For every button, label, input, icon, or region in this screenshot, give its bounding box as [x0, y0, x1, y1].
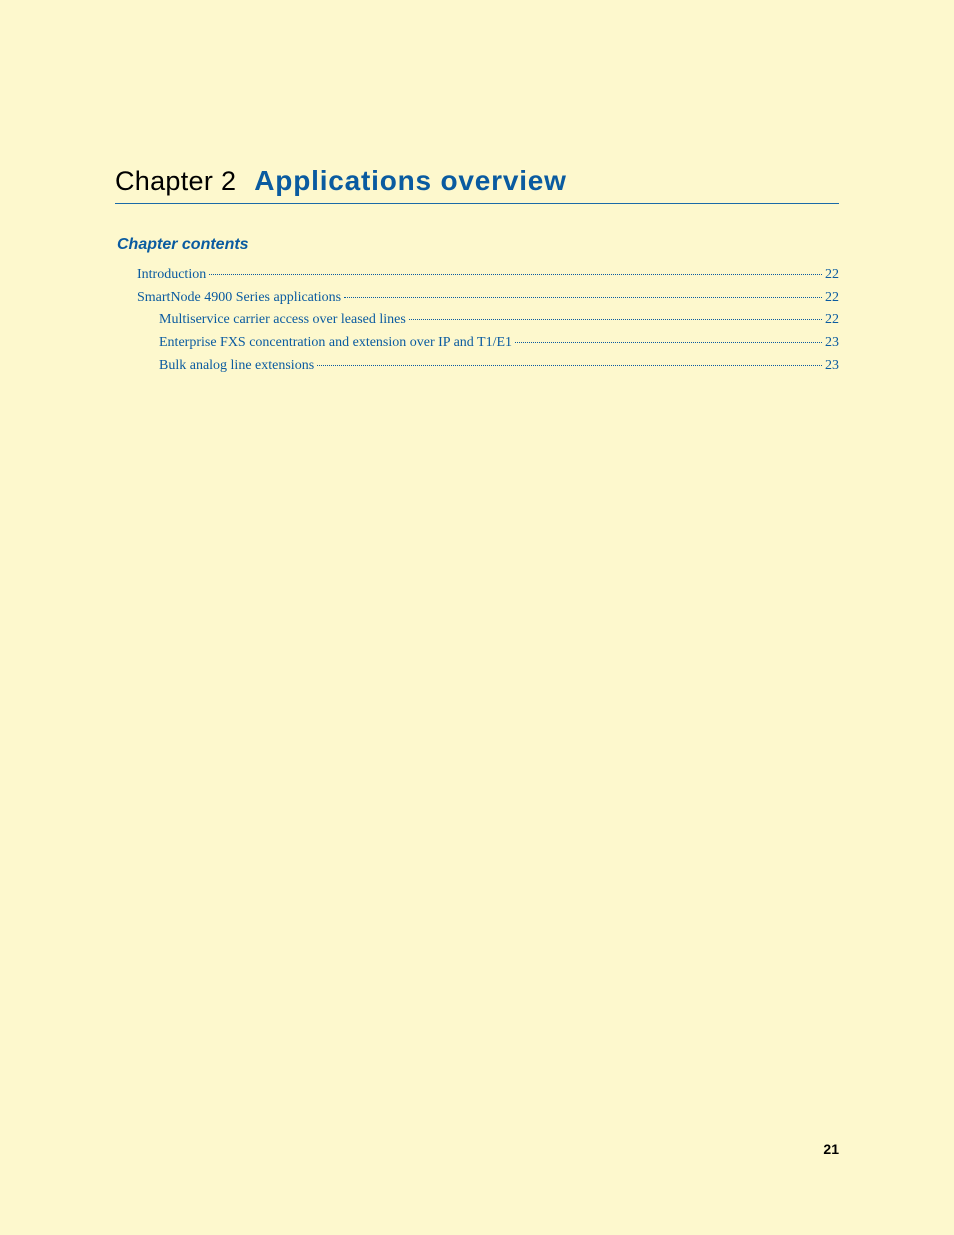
toc-dots — [317, 365, 822, 366]
toc-item: Multiservice carrier access over leased … — [137, 309, 839, 331]
toc-dots — [409, 319, 822, 320]
toc-item: Introduction 22 — [137, 264, 839, 286]
toc-item: Enterprise FXS concentration and extensi… — [137, 332, 839, 354]
toc-label[interactable]: Multiservice carrier access over leased … — [159, 309, 406, 331]
chapter-title: Applications overview — [254, 165, 566, 197]
toc-label[interactable]: Introduction — [137, 264, 206, 286]
toc-dots — [209, 274, 822, 275]
contents-heading: Chapter contents — [117, 236, 839, 254]
toc-label[interactable]: SmartNode 4900 Series applications — [137, 287, 341, 309]
chapter-heading: Chapter 2 Applications overview — [115, 165, 839, 204]
page-container: Chapter 2 Applications overview Chapter … — [0, 0, 954, 1235]
toc-label[interactable]: Bulk analog line extensions — [159, 355, 314, 377]
chapter-label: Chapter 2 — [115, 166, 236, 197]
toc-label[interactable]: Enterprise FXS concentration and extensi… — [159, 332, 512, 354]
toc-item: SmartNode 4900 Series applications 22 — [137, 287, 839, 309]
toc-item: Bulk analog line extensions 23 — [137, 355, 839, 377]
toc: Introduction 22 SmartNode 4900 Series ap… — [137, 264, 839, 376]
toc-page[interactable]: 22 — [825, 287, 839, 309]
toc-dots — [344, 297, 822, 298]
toc-page[interactable]: 22 — [825, 309, 839, 331]
page-number: 21 — [823, 1141, 839, 1157]
toc-page[interactable]: 23 — [825, 332, 839, 354]
toc-dots — [515, 342, 822, 343]
toc-page[interactable]: 23 — [825, 355, 839, 377]
toc-page[interactable]: 22 — [825, 264, 839, 286]
